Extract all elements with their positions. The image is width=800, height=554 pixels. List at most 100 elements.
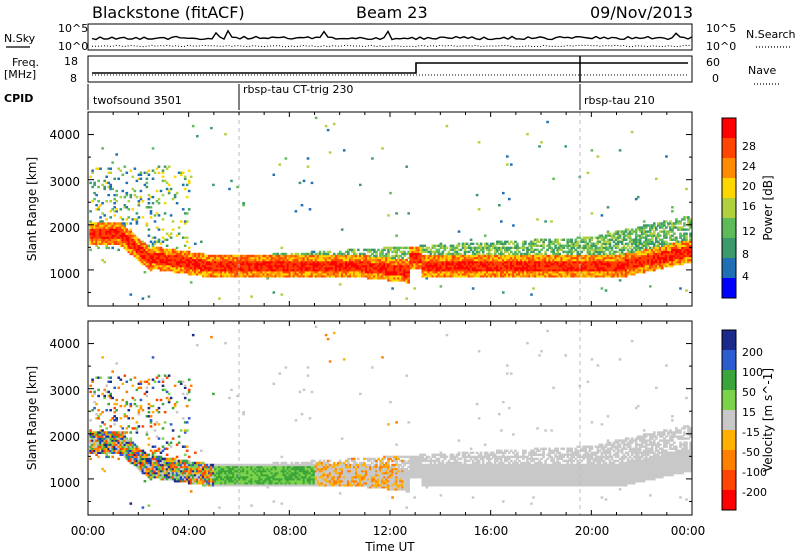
power-echo-cell	[294, 267, 298, 270]
power-echo-cell	[445, 262, 449, 266]
power-echo-cell	[657, 262, 660, 266]
velocity-echo-cell	[119, 443, 123, 446]
power-echo-cell	[649, 234, 652, 237]
power-echo-cell	[280, 267, 284, 270]
power-echo-cell	[99, 240, 102, 243]
power-echo-cell	[167, 258, 171, 262]
power-echo-cell	[526, 248, 529, 252]
power-echo-cell	[562, 271, 565, 274]
power-echo-cell	[202, 260, 205, 264]
power-echo-cell	[485, 252, 489, 256]
power-echo-cell	[389, 277, 392, 280]
power-echo-cell	[328, 273, 332, 276]
power-echo-cell	[270, 254, 274, 258]
power-echo-cell	[504, 248, 507, 252]
power-echo-cell	[630, 232, 634, 235]
power-echo-cell	[481, 262, 485, 266]
power-echo-cell	[502, 275, 505, 278]
power-echo-cell	[630, 238, 634, 241]
power-echo-cell	[395, 275, 398, 278]
power-echo-cell	[254, 267, 257, 270]
power-echo-cell	[367, 273, 370, 276]
power-echo-cell	[584, 262, 588, 266]
power-echo-cell	[632, 264, 636, 268]
power-echo-cell	[483, 260, 487, 264]
power-echo-cell	[570, 264, 573, 268]
power-echo-cell	[663, 242, 666, 245]
power-echo-cell	[604, 248, 608, 252]
power-echo-cell	[272, 260, 276, 264]
power-echo-cell	[590, 256, 594, 260]
power-echo-cell	[151, 250, 155, 254]
power-echo-cell	[236, 256, 239, 260]
power-echo-cell	[274, 258, 278, 262]
power-echo-cell	[127, 234, 131, 237]
power-echo-cell	[638, 240, 642, 243]
power-echo-cell	[604, 242, 608, 245]
power-echo-cell	[618, 149, 622, 152]
power-echo-cell	[208, 254, 211, 258]
power-echo-cell	[314, 271, 318, 274]
power-echo-cell	[290, 273, 294, 276]
power-echo-cell	[105, 234, 108, 237]
power-echo-cell	[596, 155, 600, 158]
power-echo-cell	[502, 246, 505, 250]
power-echo-cell	[413, 267, 416, 270]
power-axis-ticks	[87, 111, 693, 306]
power-echo-cell	[149, 216, 153, 219]
power-echo-cell	[189, 271, 193, 274]
power-echo-cell	[238, 260, 241, 264]
velocity-echo-cell	[97, 441, 100, 444]
power-echo-cell	[123, 222, 127, 225]
power-echo-cell	[626, 260, 630, 264]
power-echo-cell	[510, 254, 513, 258]
velocity-echo-cell	[89, 431, 92, 434]
power-echo-cell	[326, 262, 330, 266]
power-echo-cell	[622, 264, 626, 268]
power-echo-cell	[443, 273, 447, 276]
power-echo-cell	[387, 214, 390, 217]
power-echo-cell	[373, 254, 376, 258]
power-echo-cell	[628, 264, 632, 268]
power-echo-cell	[417, 246, 420, 250]
power-echo-cell	[119, 226, 123, 229]
power-echo-cell	[439, 254, 443, 258]
power-echo-cell	[179, 220, 183, 223]
power-echo-cell	[355, 264, 358, 268]
power-echo-cell	[653, 269, 656, 272]
power-echo-cell	[457, 262, 461, 266]
power-echo-cell	[399, 258, 402, 262]
power-echo-cell	[502, 244, 505, 247]
power-echo-cell	[393, 279, 396, 282]
power-echo-cell	[139, 246, 143, 250]
power-echo-cell	[375, 260, 378, 264]
power-echo-cell	[324, 264, 328, 268]
velocity-echo-cell	[95, 447, 98, 450]
power-echo-cell	[95, 244, 98, 247]
power-echo-cell	[457, 242, 461, 245]
power-echo-cell	[268, 269, 271, 272]
power-echo-cell	[602, 267, 606, 270]
power-echo-cell	[187, 250, 191, 254]
power-echo-cell	[651, 224, 654, 227]
power-echo-cell	[608, 264, 612, 268]
power-echo-cell	[105, 218, 108, 221]
power-echo-cell	[556, 252, 559, 256]
power-echo-cell	[536, 244, 539, 247]
power-echo-cell	[179, 256, 183, 260]
power-echo-cell	[240, 275, 243, 278]
power-echo-cell	[600, 246, 604, 250]
power-echo-cell	[250, 262, 253, 266]
power-echo-cell	[129, 240, 133, 243]
power-echo-cell	[522, 240, 525, 243]
power-echo-cell	[316, 258, 320, 262]
power-echo-cell	[649, 224, 652, 227]
power-echo-cell	[161, 254, 165, 258]
power-echo-cell	[147, 260, 151, 264]
power-echo-cell	[554, 260, 557, 264]
power-echo-cell	[145, 181, 149, 185]
power-echo-cell	[212, 271, 215, 274]
power-echo-cell	[610, 267, 614, 270]
power-echo-cell	[347, 273, 350, 276]
power-echo-cell	[330, 258, 334, 262]
